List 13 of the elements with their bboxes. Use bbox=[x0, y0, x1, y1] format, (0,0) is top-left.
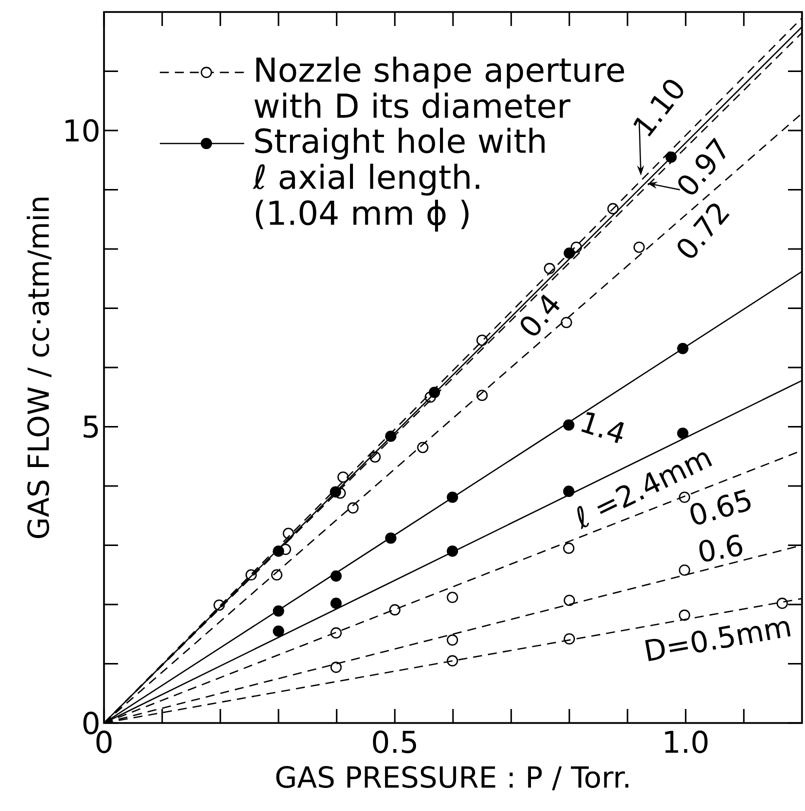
annotation: 0.4 bbox=[520, 294, 560, 336]
x-tick-label: 1.0 bbox=[665, 730, 708, 754]
y-tick-label: 10 bbox=[66, 119, 98, 142]
x-tick-label: 0.5 bbox=[372, 730, 416, 754]
x-axis-title: GAS PRESSURE : P / Torr. bbox=[276, 766, 628, 790]
legend-label: Nozzle shape aperture with D its diameter bbox=[254, 56, 624, 118]
legend-label: Straight hole with ℓ axial length. (1.04 mm ϕ ) bbox=[252, 128, 545, 232]
annotation: 1.4 bbox=[581, 412, 624, 444]
y-tick-label: 0 bbox=[83, 712, 98, 734]
y-axis-title: GAS FLOW / cc·atm/min bbox=[26, 198, 52, 538]
annotation: D=0.5mm bbox=[645, 620, 791, 662]
y-tick-label: 5 bbox=[84, 416, 98, 438]
annotation: 0.6 bbox=[699, 534, 742, 562]
